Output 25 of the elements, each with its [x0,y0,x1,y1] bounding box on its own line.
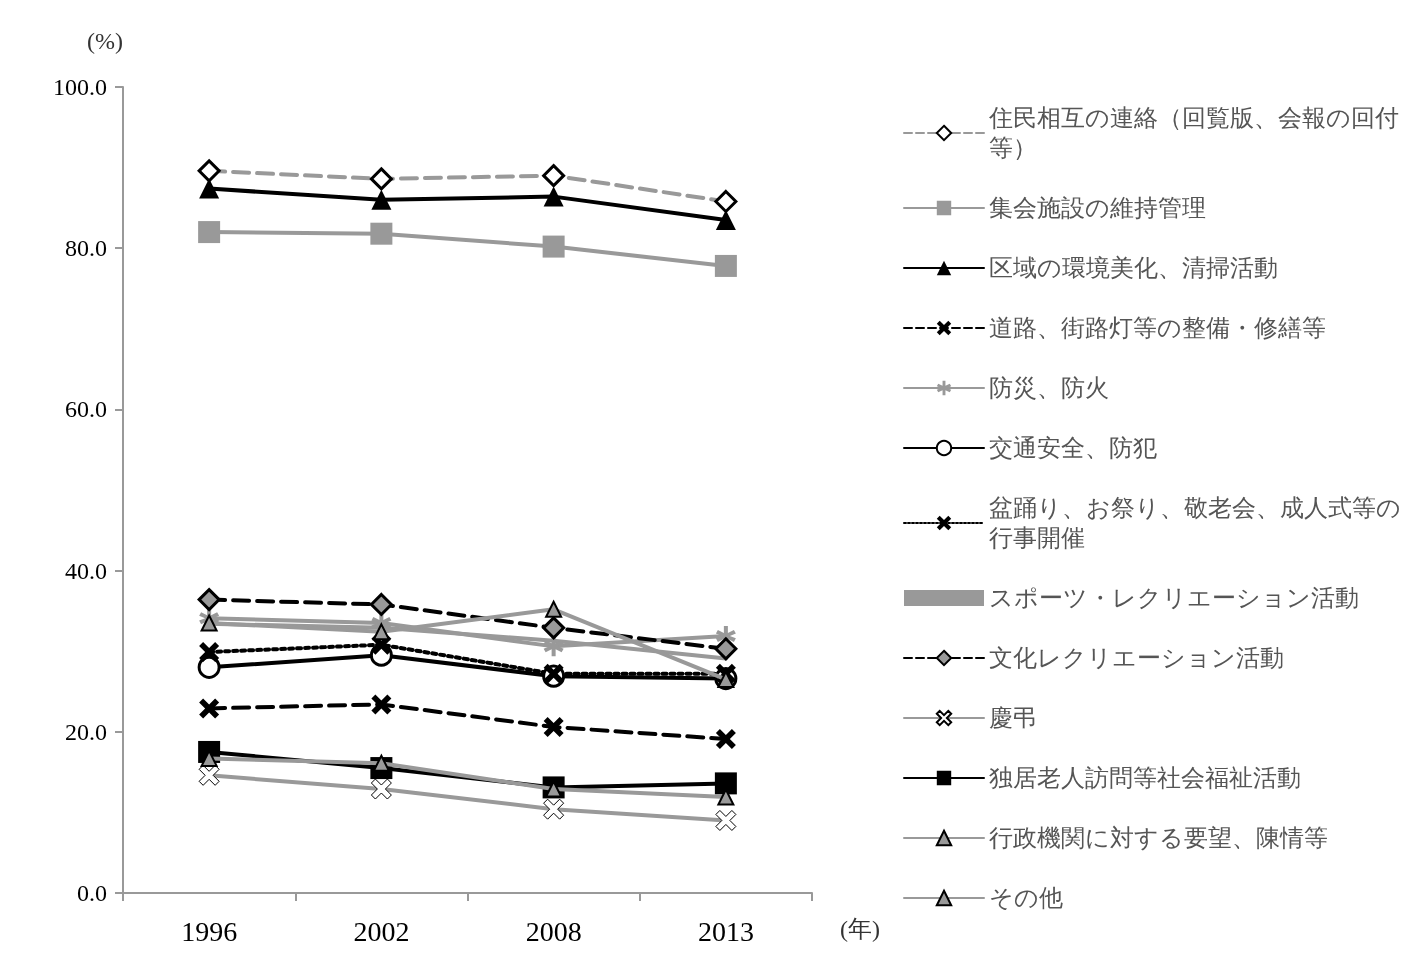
legend-label: 行政機関に対する要望、陳情等 [989,825,1328,851]
legend-label: 独居老人訪問等社会福祉活動 [989,765,1301,791]
legend-label: 道路、街路灯等の整備・修繕等 [989,315,1326,341]
x-tick-label: 2013 [697,915,754,947]
legend-label: 住民相互の連絡（回覧版、会報の回付等） [988,105,1399,161]
legend-label: 区域の環境美化、清掃活動 [989,255,1278,281]
x-tick-label: 1996 [181,915,238,947]
y-axis-title: (%) [87,28,123,54]
y-tick-label: 80.0 [65,235,107,262]
legend-label: 盆踊り、お祭り、敬老会、成人式等の行事開催 [989,495,1401,551]
y-tick-label: 0.0 [77,880,107,906]
x-axis-title: (年) [840,916,880,942]
x-tick-label: 2002 [353,915,410,947]
legend-label: スポーツ・レクリエーション活動 [989,585,1359,611]
legend-label: 交通安全、防犯 [989,435,1157,461]
y-tick-label: 20.0 [65,718,107,745]
x-tick-label: 2008 [525,915,582,947]
y-tick-label: 60.0 [65,396,107,423]
legend-label: 慶弔 [989,705,1037,731]
legend-label: 文化レクリエーション活動 [989,645,1284,671]
y-tick-label: 40.0 [65,557,107,584]
y-tick-label: 100.0 [53,74,107,100]
legend-label: その他 [989,885,1063,911]
legend-label: 防災、防火 [989,375,1109,401]
legend-label: 集会施設の維持管理 [989,195,1206,221]
